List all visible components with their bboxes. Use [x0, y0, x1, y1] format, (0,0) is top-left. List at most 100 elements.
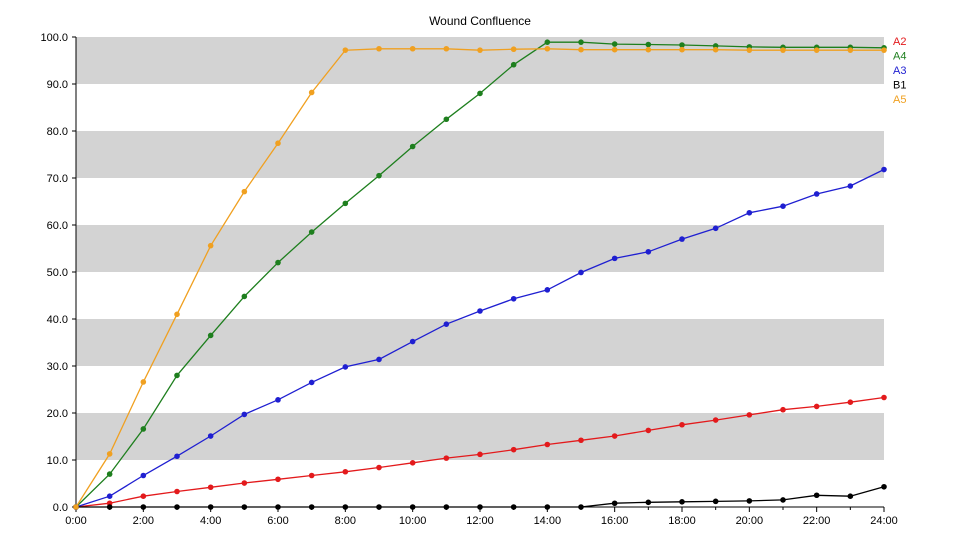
- data-point-b1: [746, 498, 753, 504]
- x-tick-label: 14:00: [534, 515, 562, 527]
- data-point-a2: [881, 394, 887, 401]
- data-point-a4: [679, 42, 685, 48]
- legend-label-a3: A3: [893, 65, 906, 77]
- legend-label-a2: A2: [893, 36, 906, 48]
- y-tick-label: 30.0: [47, 361, 68, 373]
- data-point-a5: [611, 46, 618, 53]
- data-point-b1: [510, 504, 517, 510]
- data-point-a4: [174, 372, 180, 379]
- data-point-a3: [477, 308, 483, 314]
- data-point-a3: [881, 166, 887, 173]
- y-tick-label: 20.0: [47, 408, 68, 420]
- y-tick-label: 100.0: [40, 32, 68, 44]
- x-tick-label: 2:00: [133, 515, 154, 527]
- data-point-a5: [275, 140, 281, 147]
- data-point-a2: [746, 412, 753, 418]
- data-point-a2: [847, 399, 854, 405]
- data-point-a2: [140, 493, 147, 499]
- data-point-a5: [813, 47, 820, 53]
- data-point-a2: [409, 460, 416, 466]
- data-point-a5: [477, 47, 483, 53]
- y-tick-label: 40.0: [47, 314, 68, 326]
- data-point-a4: [207, 332, 214, 339]
- data-point-b1: [477, 504, 483, 510]
- data-point-a4: [342, 200, 349, 207]
- data-point-a4: [241, 293, 248, 300]
- x-tick-label: 12:00: [466, 515, 494, 527]
- data-point-a5: [140, 379, 147, 385]
- data-point-a2: [477, 451, 483, 458]
- data-point-a3: [813, 191, 820, 197]
- data-point-a3: [443, 321, 450, 327]
- y-axis: 0.0 10.0 20.0 30.0 40.0 50.0 60.0 70.0 80.0 90.0 1…: [40, 32, 77, 514]
- data-point-a4: [578, 39, 584, 45]
- data-point-a2: [174, 488, 180, 495]
- data-point-a2: [712, 417, 719, 423]
- y-tick-label: 80.0: [47, 126, 68, 138]
- data-point-a3: [342, 364, 349, 370]
- x-tick-label: 16:00: [601, 515, 629, 527]
- x-tick-label: 4:00: [200, 515, 221, 527]
- data-point-a3: [746, 209, 753, 216]
- series-line-b1: [76, 486, 885, 508]
- data-point-a3: [510, 295, 517, 302]
- data-point-a3: [780, 203, 786, 209]
- data-point-a4: [106, 471, 113, 477]
- data-point-a3: [712, 225, 719, 232]
- series-layer: [73, 39, 887, 510]
- data-point-b1: [308, 504, 315, 510]
- data-point-b1: [207, 504, 214, 510]
- x-tick-label: 10:00: [399, 515, 427, 527]
- data-point-a5: [847, 47, 854, 53]
- data-point-a2: [510, 446, 517, 453]
- data-point-a2: [544, 441, 551, 448]
- data-point-a4: [376, 172, 382, 179]
- series-a3: [73, 166, 887, 510]
- legend: A2 A4 A3 B1 A5: [893, 36, 906, 106]
- data-point-b1: [645, 499, 652, 506]
- x-tick-label: 24:00: [870, 515, 898, 527]
- data-point-a2: [813, 403, 820, 410]
- data-point-a2: [578, 437, 584, 444]
- data-point-b1: [712, 498, 719, 505]
- y-tick-label: 70.0: [47, 173, 68, 185]
- grid-band: [76, 225, 884, 272]
- data-point-a3: [174, 453, 180, 460]
- series-a5: [73, 45, 887, 510]
- data-point-a2: [443, 455, 450, 461]
- y-tick-label: 60.0: [47, 220, 68, 232]
- data-point-a5: [106, 451, 113, 457]
- x-tick-label: 8:00: [335, 515, 356, 527]
- data-point-a2: [611, 433, 618, 439]
- data-point-a4: [510, 61, 517, 68]
- data-point-a4: [308, 229, 315, 235]
- data-point-a3: [847, 183, 854, 189]
- x-tick-label: 0:00: [65, 515, 86, 527]
- data-point-b1: [174, 504, 180, 510]
- data-point-a5: [342, 47, 349, 53]
- grid-band: [76, 37, 884, 84]
- grid-band: [76, 131, 884, 178]
- data-point-b1: [241, 504, 248, 510]
- legend-label-a5: A5: [893, 94, 906, 106]
- x-tick-label: 18:00: [668, 515, 696, 527]
- data-point-a5: [780, 47, 786, 53]
- data-point-a2: [679, 421, 685, 428]
- data-point-a2: [241, 480, 248, 486]
- x-axis: 0:00 2:00 4:00 6:00 8:00 10:00 12:00 14:00 16:00…: [65, 506, 898, 527]
- data-point-b1: [881, 483, 887, 490]
- data-point-a3: [207, 433, 214, 439]
- data-point-b1: [140, 504, 147, 510]
- data-point-a5: [376, 45, 382, 52]
- data-point-a3: [409, 338, 416, 345]
- data-point-a5: [746, 47, 753, 53]
- series-b1: [73, 483, 887, 510]
- data-point-b1: [443, 504, 450, 510]
- data-point-a3: [611, 255, 618, 262]
- x-tick-label: 22:00: [803, 515, 831, 527]
- data-point-a2: [308, 472, 315, 479]
- data-point-a5: [409, 45, 416, 52]
- y-tick-label: 10.0: [47, 455, 68, 467]
